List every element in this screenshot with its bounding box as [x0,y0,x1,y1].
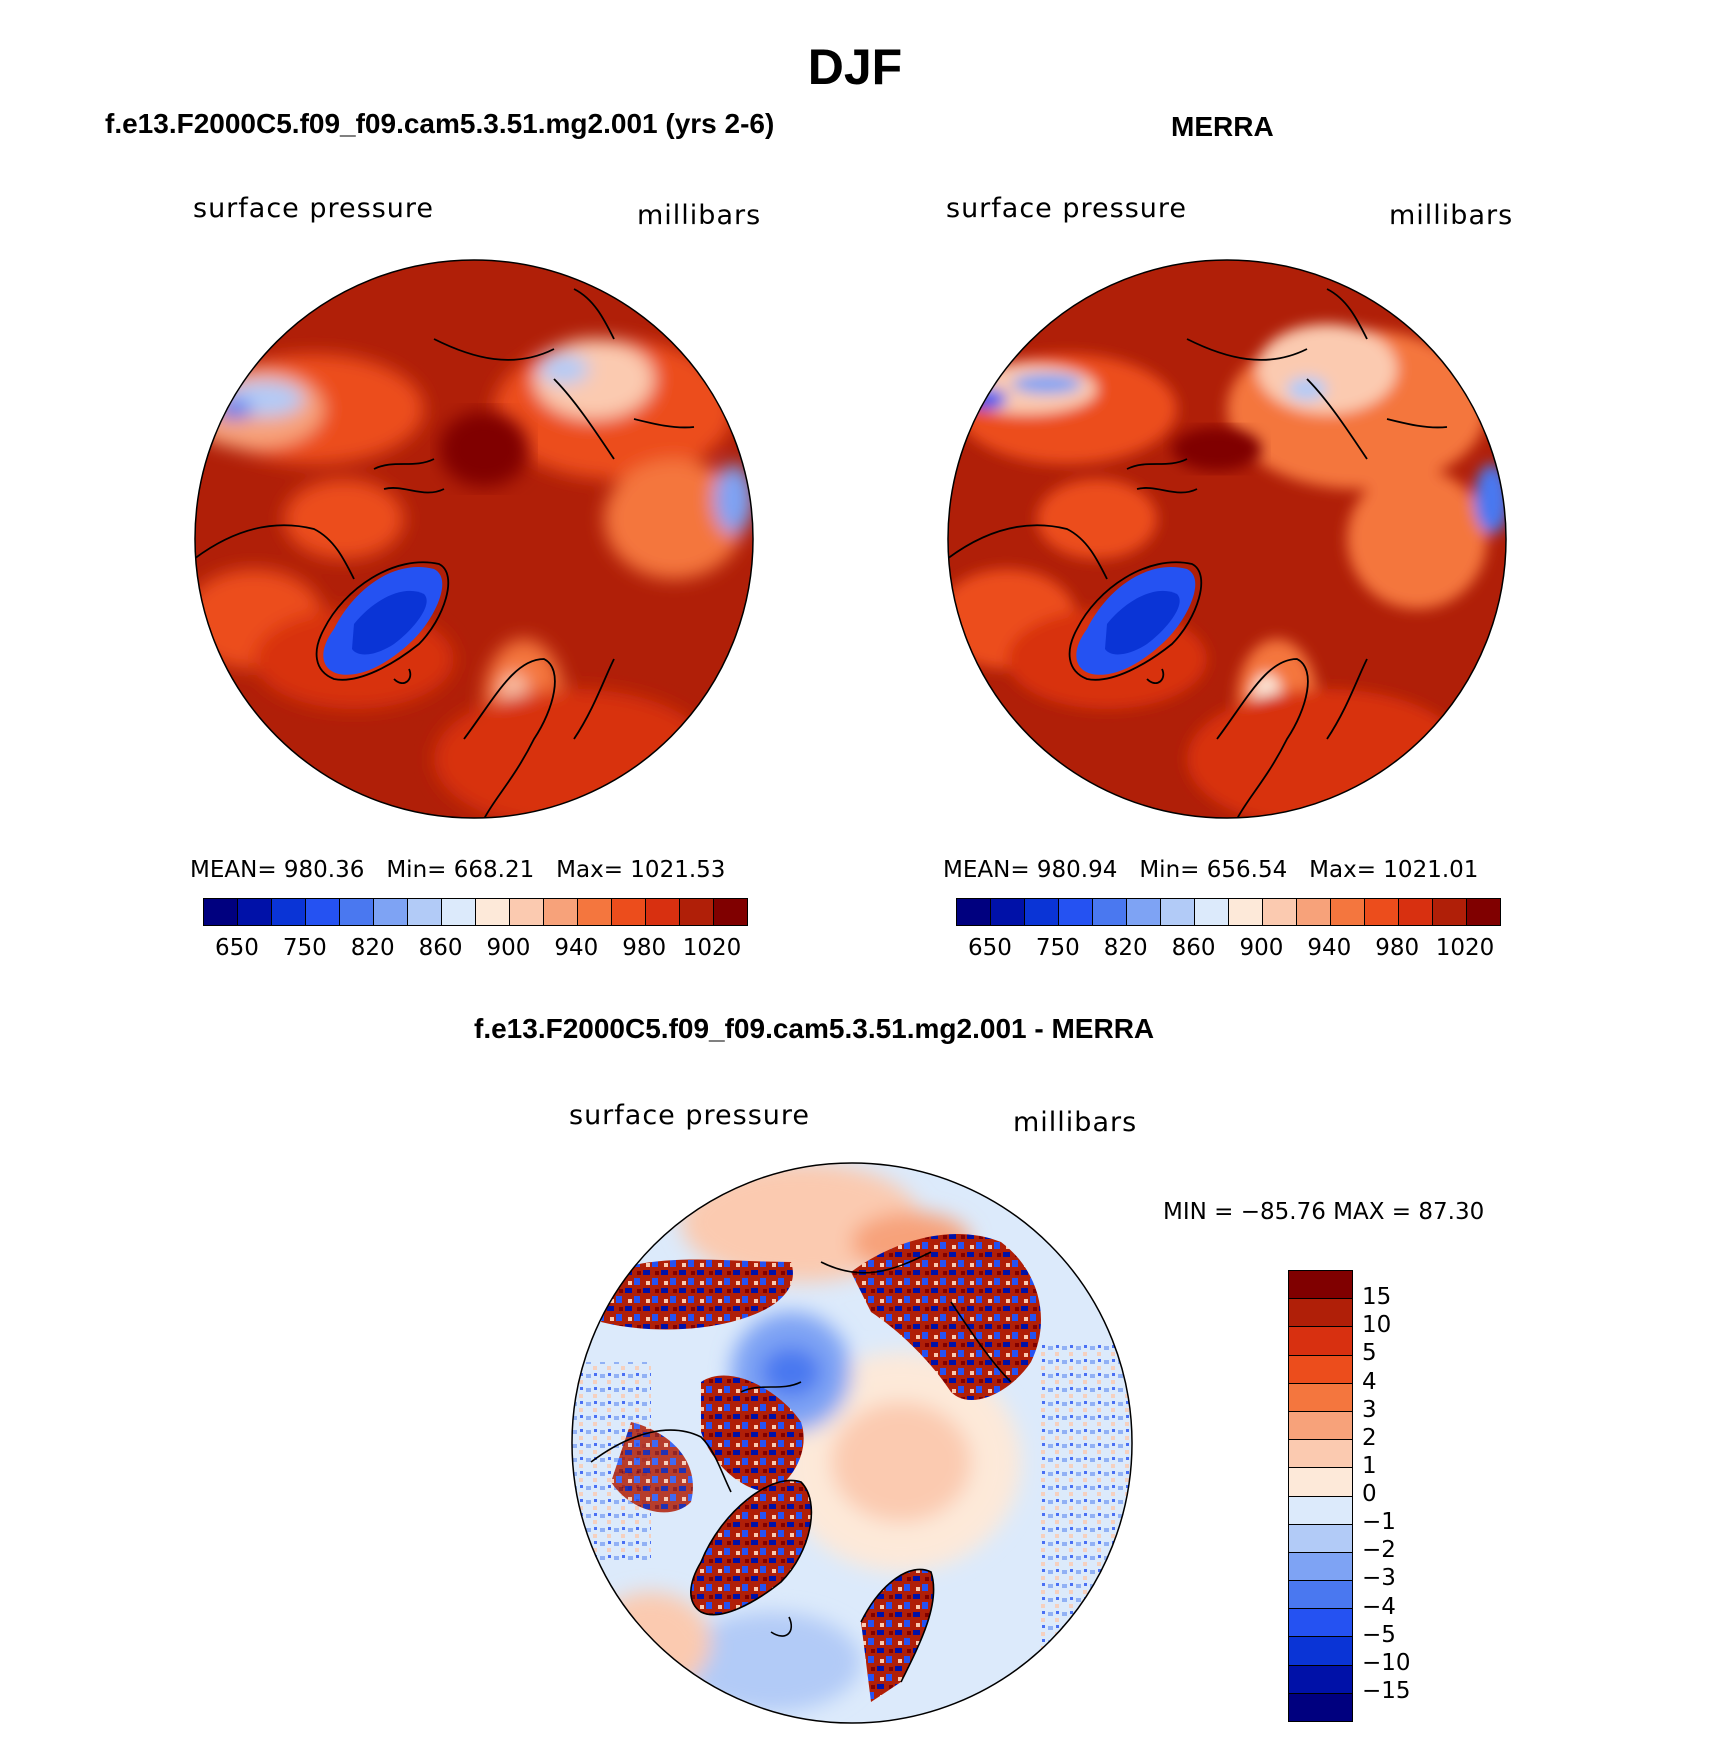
colorbar-tick-label: 900 [486,935,531,961]
colorbar-swatch [1289,1383,1352,1412]
colorbar-swatch [1289,1271,1352,1300]
panel3-units-label: millibars [1013,1107,1138,1138]
colorbar-swatch [1025,899,1059,925]
colorbar-tick-label: −10 [1362,1649,1411,1676]
panel3-title: f.e13.F2000C5.f09_f09.cam5.3.51.mg2.001 … [474,1013,1155,1044]
colorbar-swatch [1289,1524,1352,1553]
colorbar-swatch [1127,899,1161,925]
colorbar-swatch [1289,1496,1352,1525]
colorbar-tick-label: 1020 [682,935,742,961]
colorbar-tick-label: 750 [1035,935,1080,961]
colorbar-swatch [408,899,442,925]
colorbar-swatch [204,899,238,925]
page-title: DJF [807,39,903,95]
panel2-variable-label: surface pressure [946,193,1187,224]
colorbar-swatch [1289,1440,1352,1469]
colorbar-swatch [1289,1581,1352,1610]
colorbar-tick-label: 4 [1362,1368,1377,1395]
colorbar-swatch [306,899,340,925]
panel2-units-label: millibars [1389,200,1514,231]
colorbar-tick-label: −15 [1362,1677,1411,1704]
panel1-variable-label: surface pressure [193,193,434,224]
colorbar-tick-label: −4 [1362,1593,1396,1620]
colorbar-swatch [1399,899,1433,925]
colorbar-tick-label: 5 [1362,1340,1377,1367]
colorbar-tick-label: 750 [282,935,327,961]
colorbar-swatch [510,899,544,925]
colorbar-swatch [1365,899,1399,925]
colorbar-swatch [1289,1665,1352,1694]
colorbar-swatch [1433,899,1467,925]
panel1-stats: MEAN= 980.36 Min= 668.21 Max= 1021.53 [190,857,726,883]
colorbar-swatch [612,899,646,925]
colorbar-swatch [578,899,612,925]
colorbar-swatch [991,899,1025,925]
panel2-title: MERRA [1171,111,1274,142]
colorbar-tick-label: 820 [1103,935,1148,961]
colorbar-tick-label: 820 [350,935,395,961]
colorbar-swatch [1289,1327,1352,1356]
colorbar-tick-label: 1020 [1435,935,1495,961]
colorbar-tick-label: 940 [554,935,599,961]
colorbar-tick-label: 650 [967,935,1012,961]
panel3-minmax: MIN = −85.76 MAX = 87.30 [1163,1199,1485,1225]
colorbar-swatch [238,899,272,925]
colorbar-swatch [374,899,408,925]
colorbar-tick-label: 15 [1362,1284,1392,1311]
colorbar-tick-label: 3 [1362,1396,1377,1423]
colorbar-swatch [1467,899,1500,925]
colorbar-tick-label: 940 [1307,935,1352,961]
colorbar-tick-label: 900 [1239,935,1284,961]
colorbar-swatch [714,899,747,925]
colorbar-swatch [1297,899,1331,925]
colorbar-tick-label: 980 [1375,935,1420,961]
colorbar-swatch [1289,1609,1352,1638]
colorbar-tick-label: −3 [1362,1565,1396,1592]
colorbar-swatch [1289,1299,1352,1328]
panel3-variable-label: surface pressure [569,1100,810,1131]
panel3-colorbar [1288,1270,1353,1722]
colorbar-tick-label: 10 [1362,1312,1392,1339]
colorbar-swatch [1093,899,1127,925]
colorbar-swatch [1229,899,1263,925]
colorbar-tick-label: 860 [418,935,463,961]
colorbar-swatch [340,899,374,925]
colorbar-swatch [1289,1411,1352,1441]
colorbar-swatch [1331,899,1365,925]
colorbar-swatch [680,899,714,925]
panel1-colorbar [203,898,748,926]
colorbar-swatch [957,899,991,925]
panel3-polar-map [571,1162,1133,1724]
colorbar-swatch [476,899,510,925]
colorbar-tick-label: −1 [1362,1509,1396,1536]
colorbar-swatch [646,899,680,925]
colorbar-swatch [1263,899,1297,925]
panel2-stats: MEAN= 980.94 Min= 656.54 Max= 1021.01 [943,857,1479,883]
colorbar-swatch [1195,899,1229,925]
colorbar-tick-label: −5 [1362,1621,1396,1648]
colorbar-swatch [1289,1552,1352,1582]
colorbar-swatch [442,899,476,925]
colorbar-swatch [1289,1468,1352,1497]
colorbar-swatch [272,899,306,925]
panel2-colorbar [956,898,1501,926]
colorbar-tick-label: 2 [1362,1424,1377,1451]
colorbar-swatch [1289,1693,1352,1721]
panel1-units-label: millibars [637,200,762,231]
colorbar-swatch [1059,899,1093,925]
panel2-polar-map [947,259,1507,819]
panel1-polar-map [194,259,754,819]
colorbar-tick-label: 860 [1171,935,1216,961]
colorbar-swatch [1289,1355,1352,1384]
colorbar-swatch [544,899,578,925]
colorbar-tick-label: 980 [622,935,667,961]
colorbar-tick-label: 650 [214,935,259,961]
colorbar-swatch [1161,899,1195,925]
colorbar-tick-label: −2 [1362,1537,1396,1564]
panel1-title: f.e13.F2000C5.f09_f09.cam5.3.51.mg2.001 … [105,108,775,139]
colorbar-swatch [1289,1637,1352,1666]
colorbar-tick-label: 0 [1362,1481,1377,1507]
colorbar-tick-label: 1 [1362,1452,1377,1479]
